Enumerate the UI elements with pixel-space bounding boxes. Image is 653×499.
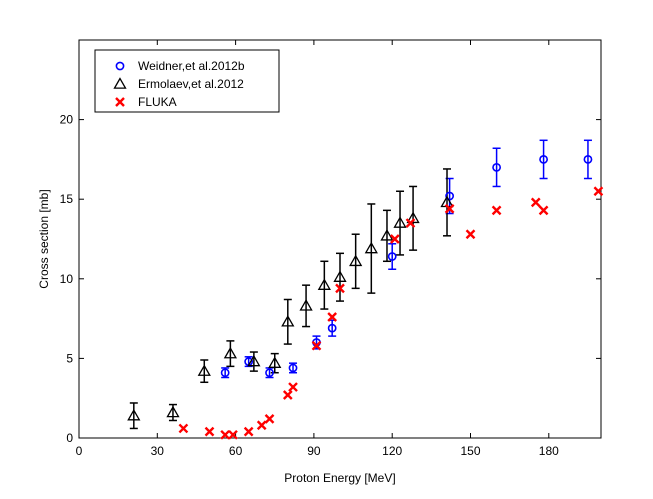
circle-point	[265, 368, 274, 378]
triangle-point	[364, 241, 378, 254]
triangle-point	[317, 278, 331, 290]
x-tick-label: 60	[229, 444, 243, 458]
legend-label: FLUKA	[138, 95, 177, 109]
triangle-point	[166, 405, 180, 418]
x-point	[311, 340, 322, 351]
x-point	[264, 414, 275, 424]
triangle-error-bar	[200, 359, 209, 384]
triangle-error-bar	[443, 168, 452, 237]
x-point	[538, 205, 549, 216]
error-bars	[129, 139, 592, 430]
triangle-error-bar	[320, 260, 329, 310]
triangle-point	[380, 229, 394, 241]
x-point	[243, 426, 254, 437]
triangle-point	[393, 216, 407, 228]
x-point	[465, 229, 476, 240]
legend-box	[94, 49, 280, 113]
y-tick-label: 15	[60, 192, 74, 206]
axis-ticks: 0 30 60 90 120 150 180 0 5 10 15 20	[60, 40, 601, 458]
triangle-error-bar	[129, 402, 138, 430]
circle-error-bar	[539, 139, 548, 180]
triangle-error-bar	[336, 252, 344, 302]
triangle-point	[268, 356, 282, 368]
circle-error-bar	[583, 139, 592, 180]
y-axis-label: Cross section [mb]	[37, 189, 51, 288]
circle-error-bar	[388, 243, 397, 270]
x-point	[228, 429, 238, 440]
triangle-point	[299, 299, 313, 311]
x-tick-label: 120	[382, 444, 402, 458]
triangle-error-bar	[382, 209, 391, 263]
x-point	[220, 429, 231, 440]
x-point	[530, 197, 541, 208]
triangle-point	[247, 354, 261, 367]
legend: Weidner,et al.2012b Ermolaev,et al.2012 FL…	[94, 49, 280, 113]
x-point	[405, 218, 416, 228]
triangle-point	[223, 346, 238, 359]
y-tick-label: 20	[60, 113, 74, 127]
y-tick-label: 0	[66, 431, 73, 445]
triangle-error-bar	[396, 190, 405, 256]
x-point	[389, 234, 400, 244]
legend-label: Weidner,et al.2012b	[138, 59, 245, 73]
x-tick-label: 180	[539, 444, 559, 458]
triangle-error-bar	[351, 233, 360, 290]
triangle-error-bar	[226, 340, 235, 368]
circle-point	[288, 363, 298, 373]
y-tick-label: 10	[60, 272, 74, 286]
x-tick-label: 30	[151, 444, 165, 458]
y-tick-label: 5	[66, 351, 73, 365]
circle-point	[220, 368, 230, 378]
x-point	[593, 186, 604, 197]
circle-point	[387, 252, 397, 261]
x-point	[282, 390, 293, 400]
x-point	[335, 283, 345, 294]
triangle-error-bar	[283, 298, 292, 345]
triangle-error-bar	[302, 284, 311, 328]
triangle-error-bar	[409, 185, 418, 251]
legend-marker-circle	[115, 61, 125, 71]
data-marks	[127, 154, 604, 440]
triangle-point	[333, 270, 347, 282]
circle-point	[583, 154, 593, 164]
x-tick-label: 0	[76, 444, 83, 458]
x-tick-label: 90	[307, 444, 321, 458]
x-point	[178, 423, 189, 434]
x-axis-label: Proton Energy [MeV]	[284, 471, 395, 485]
x-point	[491, 205, 502, 216]
legend-label: Ermolaev,et al.2012	[138, 77, 244, 91]
circle-point	[539, 154, 548, 164]
circle-point	[445, 191, 455, 201]
x-point	[204, 426, 215, 437]
x-point	[327, 312, 338, 322]
circle-error-bar	[492, 147, 501, 188]
x-point	[256, 420, 267, 431]
triangle-point	[349, 254, 363, 267]
x-tick-label: 150	[460, 444, 480, 458]
x-point	[444, 203, 455, 214]
x-point	[288, 382, 298, 392]
circle-point	[492, 162, 501, 172]
circle-point	[327, 323, 337, 333]
triangle-point	[406, 211, 420, 224]
legend-marker-x	[115, 97, 125, 107]
triangle-point	[281, 314, 295, 327]
triangle-error-bar	[367, 203, 376, 294]
triangle-point	[197, 364, 211, 376]
legend-marker-triangle	[113, 77, 127, 89]
triangle-point	[127, 408, 141, 421]
